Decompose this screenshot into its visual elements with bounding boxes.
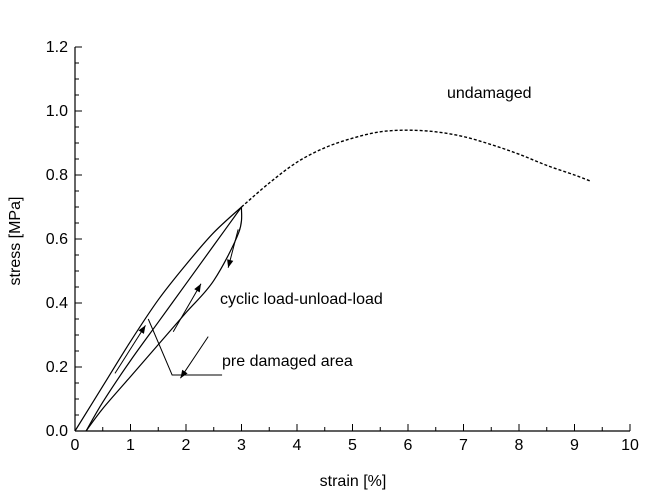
annotation-cyclic: cyclic load-unload-load	[220, 291, 383, 308]
direction-arrow	[180, 336, 209, 379]
arrowhead	[138, 325, 146, 334]
x-tick-label: 3	[237, 437, 246, 454]
y-tick-label: 0.8	[46, 167, 68, 184]
y-tick-label: 0.0	[46, 423, 68, 440]
series-line-unloading	[85, 206, 243, 432]
axes: 0 1 2 3 4 5 6 7 8 9 10 0.0 0.2 0.4 0.6 0.8 1.0 1.2	[46, 39, 639, 454]
x-tick-label: 6	[404, 437, 413, 454]
y-tick-label: 0.6	[46, 231, 68, 248]
arrowhead	[194, 283, 201, 293]
direction-arrow	[172, 283, 202, 333]
x-tick-label: 8	[515, 437, 524, 454]
x-tick-label: 0	[71, 437, 80, 454]
predamaged-leader-line	[147, 318, 223, 376]
x-tick-label: 9	[570, 437, 579, 454]
x-tick-label: 4	[293, 437, 302, 454]
x-axis-title: strain [%]	[320, 473, 387, 490]
arrowhead	[180, 369, 188, 379]
annotations-layer: undamaged cyclic load-unload-load pre da…	[220, 85, 532, 370]
arrowhead	[227, 259, 234, 268]
annotation-undamaged: undamaged	[447, 85, 532, 102]
series-line-reloading	[85, 206, 242, 432]
x-tick-label: 5	[348, 437, 357, 454]
x-tick-label: 2	[182, 437, 191, 454]
x-tick-label: 10	[621, 437, 639, 454]
series-line-undamaged	[241, 129, 592, 208]
annotation-predamaged: pre damaged area	[222, 353, 353, 370]
series-layer	[74, 129, 592, 432]
y-tick-label: 0.4	[46, 295, 68, 312]
y-tick-label: 1.0	[46, 103, 68, 120]
x-tick-label: 7	[459, 437, 468, 454]
y-axis-title: stress [MPa]	[7, 197, 24, 286]
y-tick-label: 1.2	[46, 39, 68, 56]
series-line-initial-loading	[74, 206, 242, 432]
x-tick-label: 1	[126, 437, 135, 454]
direction-arrow	[114, 325, 146, 374]
y-tick-label: 0.2	[46, 359, 68, 376]
